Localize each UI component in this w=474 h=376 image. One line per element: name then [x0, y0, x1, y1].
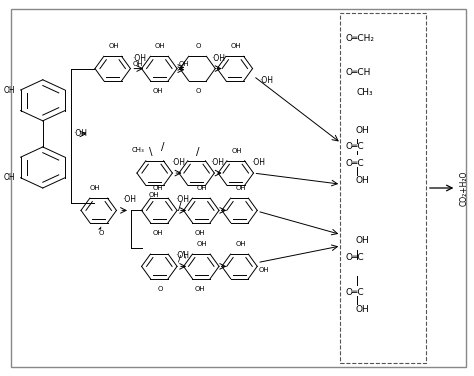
Text: O═C: O═C [346, 159, 365, 168]
Text: CO₂+H₂O: CO₂+H₂O [460, 170, 469, 206]
Text: \: \ [149, 147, 153, 157]
Text: O: O [157, 286, 163, 292]
Text: /: / [178, 202, 182, 212]
Text: ·OH: ·OH [175, 252, 189, 261]
Text: OH: OH [3, 85, 15, 94]
Text: O═CH₂: O═CH₂ [346, 34, 375, 43]
Text: OH: OH [235, 185, 246, 191]
Text: OH: OH [152, 185, 163, 191]
Text: ·OH: ·OH [210, 158, 224, 167]
Text: O═CH: O═CH [346, 68, 371, 77]
Text: OH: OH [355, 126, 369, 135]
Text: OH: OH [155, 43, 165, 49]
Text: OH: OH [195, 286, 206, 292]
Text: OH: OH [3, 173, 15, 182]
Text: ·OH: ·OH [73, 129, 87, 138]
Text: OH: OH [355, 176, 369, 185]
Text: ·OH: ·OH [211, 54, 225, 62]
Text: OH: OH [355, 305, 369, 314]
Text: ·OH: ·OH [260, 76, 273, 85]
Text: OH: OH [230, 43, 241, 49]
Text: OH: OH [109, 43, 119, 49]
Text: ·OH: ·OH [175, 196, 189, 205]
Text: ·OH: ·OH [251, 158, 265, 167]
Text: /: / [196, 147, 199, 157]
Text: ·OH: ·OH [122, 196, 136, 205]
Text: OH: OH [195, 230, 206, 236]
Text: O═C: O═C [346, 143, 365, 152]
Text: OH: OH [235, 241, 246, 247]
Text: ◢: ◢ [98, 226, 101, 230]
Text: ·OH: ·OH [171, 158, 185, 167]
Text: \: \ [182, 251, 186, 260]
Text: OH: OH [197, 241, 208, 247]
Text: O═C: O═C [346, 288, 365, 297]
Text: O: O [196, 88, 201, 94]
Text: OH: OH [90, 185, 100, 191]
Text: OH: OH [152, 230, 163, 236]
Text: OH: OH [197, 185, 208, 191]
Text: O═C: O═C [346, 253, 365, 262]
Text: OH: OH [148, 193, 159, 199]
Text: OH: OH [153, 88, 164, 94]
Text: OH: OH [132, 61, 143, 67]
Text: OH: OH [231, 148, 242, 154]
Text: CH₃: CH₃ [356, 88, 373, 97]
Text: ·OH: ·OH [132, 54, 146, 62]
Text: CH₃: CH₃ [132, 147, 145, 153]
Text: /: / [178, 255, 181, 264]
Text: O: O [98, 230, 104, 236]
Text: /: / [161, 142, 165, 152]
Text: O: O [196, 43, 201, 49]
Text: OH: OH [355, 236, 369, 245]
Text: OH: OH [179, 61, 190, 67]
Text: OH: OH [259, 267, 270, 273]
